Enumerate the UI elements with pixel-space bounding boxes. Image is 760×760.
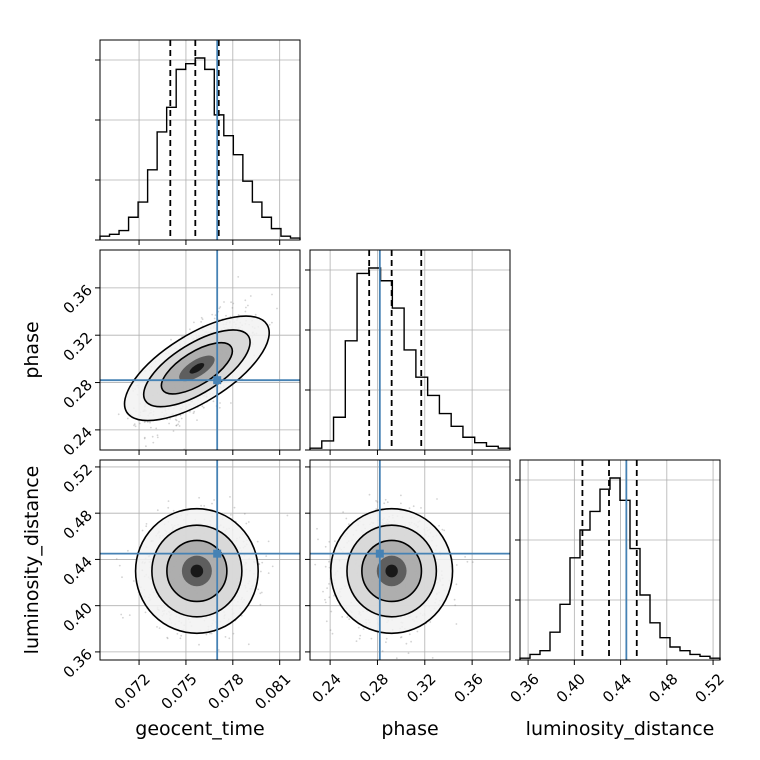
histogram-geocent_time	[99, 57, 301, 240]
x-axis-label-luminosity_distance: luminosity_distance	[526, 718, 715, 740]
y-axis-label-luminosity_distance: luminosity_distance	[21, 466, 43, 655]
panel-frame	[99, 459, 301, 661]
y-tick-label-phase: 0.32	[60, 328, 96, 364]
y-tick-label-phase: 0.24	[60, 423, 96, 459]
hist-panel-geocent_time	[95, 39, 301, 241]
x-tick-label-geocent_time: 0.075	[158, 670, 201, 713]
panel-frame	[99, 249, 301, 451]
panel-frame	[519, 459, 721, 661]
injection-marker	[213, 376, 222, 385]
y-tick-label-luminosity_distance: 0.52	[60, 460, 96, 496]
x-axis-label-geocent_time: geocent_time	[135, 718, 264, 740]
hist-panel-luminosity_distance	[515, 459, 721, 661]
y-tick-label-luminosity_distance: 0.36	[60, 645, 96, 681]
x-tick-label-geocent_time: 0.078	[204, 670, 247, 713]
x-tick-label-phase: 0.28	[356, 670, 392, 706]
panel-frame	[99, 39, 301, 241]
y-tick-label-luminosity_distance: 0.40	[60, 599, 96, 635]
panel-frame	[309, 249, 511, 451]
y-tick-label-phase: 0.28	[60, 376, 96, 412]
x-tick-label-phase: 0.32	[403, 670, 439, 706]
injection-marker	[375, 549, 384, 558]
x-tick-label-phase: 0.24	[309, 670, 345, 706]
2d-panel-geocent_time-phase: 0.24 0.28 0.32 0.36	[60, 249, 301, 460]
density-contour-4	[189, 363, 205, 374]
panel-frame	[309, 459, 511, 661]
x-tick-label-luminosity_distance: 0.40	[553, 670, 589, 706]
2d-panel-geocent_time-luminosity_distance: 0.36 0.40 0.44 0.48 0.52	[60, 459, 301, 682]
x-axis-label-phase: phase	[381, 718, 438, 740]
hist-panel-phase	[305, 249, 511, 451]
x-tick-label-luminosity_distance: 0.48	[645, 670, 681, 706]
2d-panel-phase-luminosity_distance	[305, 459, 511, 661]
y-tick-label-phase: 0.36	[60, 281, 96, 317]
x-tick-label-geocent_time: 0.081	[251, 670, 294, 713]
x-tick-label-luminosity_distance: 0.52	[691, 670, 727, 706]
density-contour-4	[190, 564, 204, 578]
x-tick-label-geocent_time: 0.072	[111, 670, 154, 713]
histogram-luminosity_distance	[519, 477, 721, 660]
x-tick-label-luminosity_distance: 0.44	[599, 670, 635, 706]
y-tick-label-luminosity_distance: 0.44	[60, 553, 96, 589]
injection-marker	[213, 549, 222, 558]
x-tick-label-luminosity_distance: 0.36	[506, 670, 542, 706]
x-tick-label-phase: 0.36	[451, 670, 487, 706]
histogram-phase	[309, 267, 511, 450]
y-tick-label-luminosity_distance: 0.48	[60, 506, 96, 542]
y-axis-label-phase: phase	[21, 321, 43, 378]
density-contour-4	[385, 564, 398, 578]
